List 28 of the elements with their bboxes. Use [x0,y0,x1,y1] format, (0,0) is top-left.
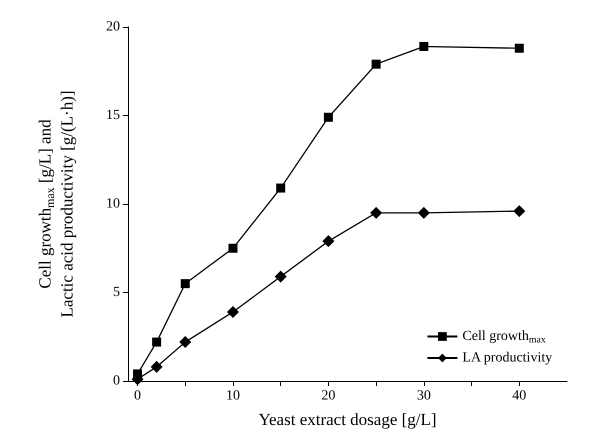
point [228,244,238,253]
point [418,206,430,219]
point [513,205,526,218]
point [419,42,428,51]
point [514,44,524,53]
point [322,235,334,248]
point [324,112,333,122]
point [276,184,286,193]
point [150,360,163,373]
x-tick-label: 20 [321,388,336,404]
y-tick-label: 5 [113,285,120,300]
y-tick-label: 10 [106,196,120,212]
x-tick-label: 30 [416,388,431,404]
x-axis-title: Yeast extract dosage [g/L] [258,410,437,429]
point [370,206,382,219]
point [152,338,162,347]
point [179,336,192,348]
y-tick-label: 15 [106,108,120,123]
y-tick-label: 20 [106,20,120,34]
legend-label: LA productivity [462,350,552,366]
x-tick-label: 40 [512,388,526,404]
x-tick-label: 0 [134,388,142,404]
y-tick-label: 0 [113,374,120,388]
point [372,60,381,69]
point [180,279,190,288]
point [274,270,287,283]
point [226,306,239,318]
x-tick-label: 10 [226,388,240,404]
